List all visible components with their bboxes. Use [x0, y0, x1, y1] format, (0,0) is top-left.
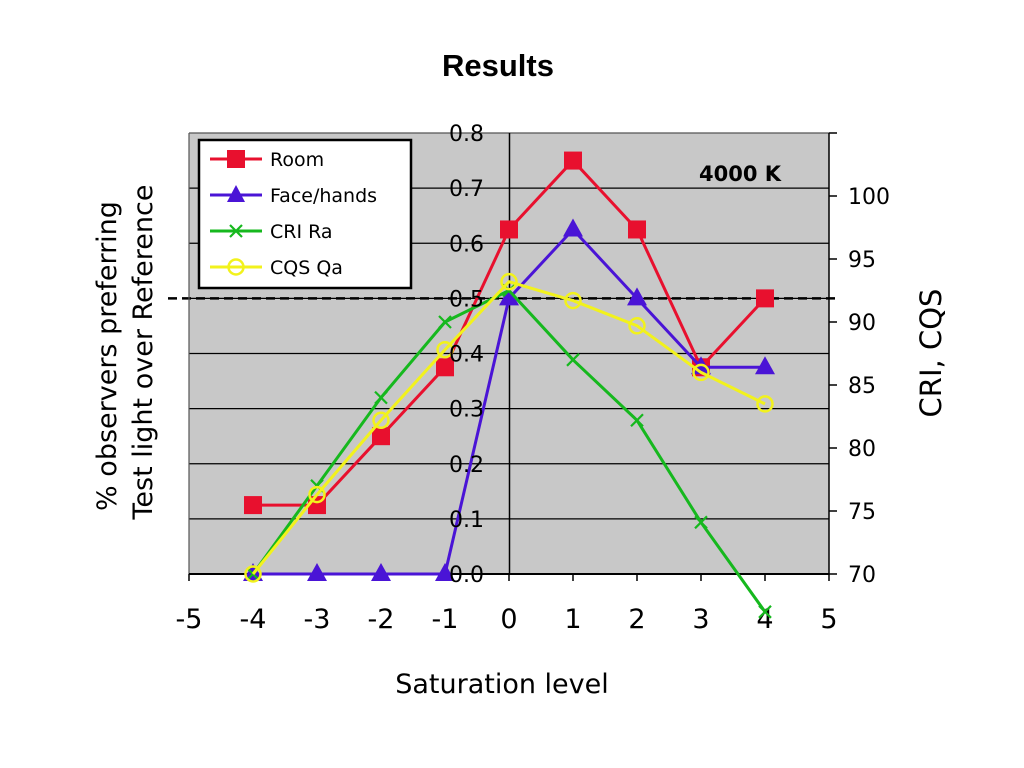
data-point: [308, 485, 326, 504]
y-right-tick-label: 70: [848, 563, 876, 588]
data-point: [694, 515, 708, 530]
y-left-tick-label: 0.0: [449, 563, 484, 588]
annotation-label: 4000 K: [699, 162, 782, 186]
x-tick-label: 2: [628, 604, 645, 635]
series-face-hands: [243, 218, 775, 581]
data-point: [566, 353, 580, 367]
data-point: [692, 363, 710, 382]
data-point: [499, 287, 519, 306]
legend-marker: [227, 185, 245, 202]
data-point: [756, 289, 774, 308]
data-point: [564, 291, 582, 310]
y-right-tick-label: 75: [848, 500, 876, 525]
y-axis-left-label-line2: Test light over Reference: [128, 185, 159, 521]
x-tick-label: 1: [564, 604, 581, 635]
legend-marker: [229, 224, 243, 238]
data-point: [436, 340, 454, 359]
y-axis-left-label-line1: % observers preferring: [92, 201, 123, 511]
data-point: [500, 220, 518, 239]
data-point: [755, 356, 775, 375]
data-point: [628, 317, 646, 335]
data-point: [371, 563, 391, 581]
x-tick-label: -5: [176, 604, 203, 635]
legend-label: CQS Qa: [270, 257, 343, 279]
x-tick-label: 5: [820, 604, 837, 635]
legend-item: CQS Qa: [210, 257, 343, 279]
data-point: [244, 496, 262, 515]
data-point: [436, 358, 454, 377]
data-point: [307, 563, 327, 581]
legend: Room Face/hands CRI Ra CQS Qa: [197, 138, 413, 290]
series-line: [251, 280, 766, 575]
data-point: [563, 218, 583, 237]
data-point: [372, 411, 390, 430]
slide-title: Results: [442, 48, 554, 83]
legend-marker: [227, 150, 245, 168]
x-axis-label: Saturation level: [395, 669, 609, 700]
x-tick-label: 4: [756, 604, 773, 635]
legend-item: Room: [210, 149, 324, 171]
y-right-tick-label: 90: [848, 311, 876, 336]
x-tick-label: -4: [240, 604, 267, 635]
data-point: [628, 220, 646, 239]
y-right-tick-label: 100: [848, 185, 890, 210]
data-point: [435, 563, 455, 581]
x-tick-label: -1: [432, 604, 459, 635]
data-point: [756, 395, 774, 413]
y-left-tick-label: 0.5: [449, 287, 484, 312]
y-tick-labels: 0.0 0.1 0.2 0.3 0.4 0.5 0.6 0.7 0.8: [449, 122, 484, 588]
y-left-tick-label: 0.2: [449, 453, 484, 478]
legend-item: Face/hands: [210, 185, 377, 207]
y-left-tick-label: 0.7: [449, 177, 484, 202]
legend-marker: [227, 258, 245, 276]
y-right-tick-label: 85: [848, 374, 876, 399]
y-right-tick-label: 95: [848, 248, 876, 273]
legend-label: Room: [270, 149, 324, 171]
y-left-tick-label: 0.8: [449, 122, 484, 147]
series-room: [244, 151, 774, 515]
y-axis-right-label: CRI, CQS: [914, 289, 948, 418]
x-tick-label: -2: [368, 604, 395, 635]
data-point: [758, 605, 772, 619]
x-tick-label: 0: [500, 604, 517, 635]
y-left-tick-label: 0.1: [449, 508, 484, 533]
x-tick-label: 3: [692, 604, 709, 635]
y-left-tick-label: 0.6: [449, 232, 484, 257]
legend-item: CRI Ra: [210, 221, 333, 243]
series-group: [243, 151, 775, 619]
x-tick-label: -3: [304, 604, 331, 635]
legend-label: Face/hands: [270, 185, 377, 207]
data-point: [374, 390, 388, 405]
data-point: [500, 272, 518, 291]
y-left-tick-label: 0.4: [449, 343, 484, 368]
data-point: [630, 413, 644, 428]
y-left-tick-label: 0.3: [449, 398, 484, 423]
data-point: [564, 151, 582, 170]
legend-label: CRI Ra: [270, 221, 333, 243]
series-cqs-qa: [244, 272, 774, 583]
data-point: [627, 287, 647, 306]
data-point: [438, 315, 452, 329]
data-point: [372, 427, 390, 446]
y-right-tick-label: 80: [848, 437, 876, 462]
data-point: [244, 565, 262, 583]
